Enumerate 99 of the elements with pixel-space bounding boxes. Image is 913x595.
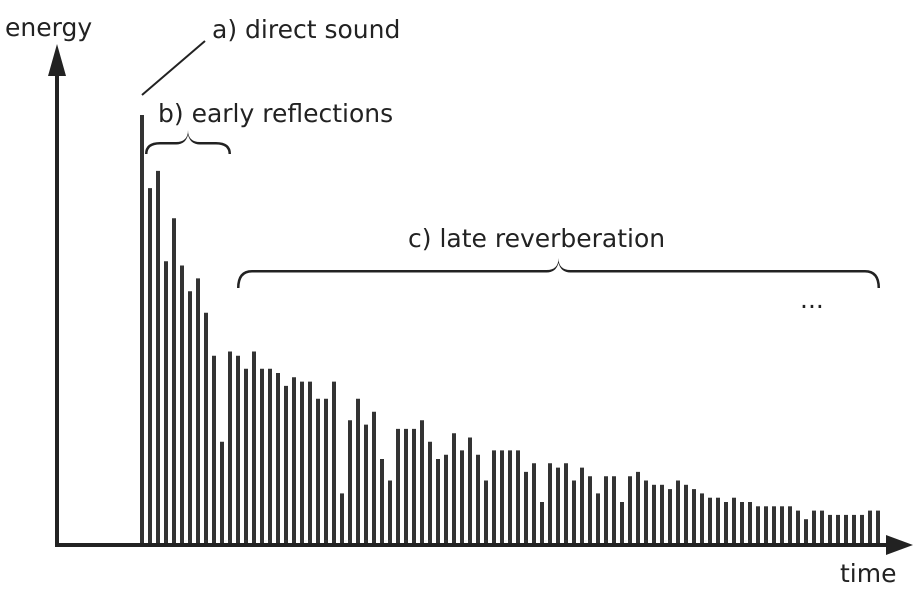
bar bbox=[828, 514, 832, 545]
bar bbox=[340, 493, 344, 545]
bar bbox=[572, 480, 576, 545]
bar bbox=[852, 514, 856, 545]
bar bbox=[660, 484, 664, 545]
bar bbox=[668, 489, 672, 545]
bar bbox=[876, 510, 880, 545]
bar bbox=[516, 450, 520, 545]
bar bbox=[420, 420, 424, 545]
bar bbox=[580, 468, 584, 545]
bar bbox=[484, 480, 488, 545]
bar bbox=[164, 261, 168, 545]
bar bbox=[348, 420, 352, 545]
bar bbox=[604, 476, 608, 545]
bar bbox=[276, 373, 280, 545]
bar bbox=[788, 506, 792, 545]
bar bbox=[180, 266, 184, 545]
bar bbox=[364, 424, 368, 545]
bar bbox=[612, 476, 616, 545]
bar bbox=[540, 502, 544, 545]
bar bbox=[812, 510, 816, 545]
bar bbox=[676, 480, 680, 545]
bar bbox=[404, 428, 408, 545]
bar bbox=[556, 468, 560, 545]
bar bbox=[396, 428, 400, 545]
bar bbox=[244, 368, 248, 545]
bar bbox=[292, 377, 296, 545]
bar bbox=[500, 450, 504, 545]
bar bbox=[324, 398, 328, 545]
bar bbox=[188, 291, 192, 545]
bar bbox=[588, 476, 592, 545]
bar bbox=[628, 476, 632, 545]
bar bbox=[644, 480, 648, 545]
bar bbox=[268, 368, 272, 545]
bar bbox=[836, 514, 840, 545]
bar bbox=[764, 506, 768, 545]
bar bbox=[548, 463, 552, 545]
bar bbox=[300, 382, 304, 545]
bar bbox=[772, 506, 776, 545]
bar bbox=[716, 498, 720, 545]
bar bbox=[844, 514, 848, 545]
bar bbox=[860, 514, 864, 545]
bar bbox=[356, 398, 360, 545]
bar bbox=[740, 502, 744, 545]
bar bbox=[260, 368, 264, 545]
bar bbox=[316, 398, 320, 545]
bar bbox=[388, 480, 392, 545]
bar bbox=[636, 472, 640, 545]
annotation: ... bbox=[800, 285, 824, 314]
x-axis-title: time bbox=[840, 559, 896, 588]
bar bbox=[460, 450, 464, 545]
bar bbox=[444, 454, 448, 545]
bar bbox=[748, 502, 752, 545]
bar bbox=[372, 412, 376, 545]
bar bbox=[156, 170, 160, 545]
bar bbox=[228, 352, 232, 545]
bar bbox=[780, 506, 784, 545]
bar bbox=[620, 502, 624, 545]
bar bbox=[796, 510, 800, 545]
bar bbox=[428, 442, 432, 545]
bar bbox=[564, 463, 568, 545]
bar bbox=[452, 433, 456, 545]
bar bbox=[140, 115, 144, 545]
bar bbox=[196, 278, 200, 545]
bar bbox=[476, 454, 480, 545]
bar bbox=[412, 428, 416, 545]
bar bbox=[380, 459, 384, 545]
bar bbox=[172, 218, 176, 545]
bar bbox=[148, 188, 152, 545]
bar bbox=[756, 506, 760, 545]
bar bbox=[508, 450, 512, 545]
bar bbox=[492, 450, 496, 545]
bar bbox=[468, 438, 472, 545]
annotation: c) late reverberation bbox=[408, 224, 666, 253]
bar bbox=[708, 498, 712, 545]
bar bbox=[284, 386, 288, 545]
bar bbox=[524, 472, 528, 545]
annotation: b) early reflections bbox=[158, 99, 394, 128]
bar bbox=[532, 463, 536, 545]
y-axis-title: energy bbox=[5, 13, 92, 42]
bar bbox=[436, 459, 440, 545]
bar bbox=[692, 489, 696, 545]
bar bbox=[732, 498, 736, 545]
bar bbox=[236, 356, 240, 545]
bar bbox=[868, 510, 872, 545]
bar bbox=[684, 484, 688, 545]
bar bbox=[252, 352, 256, 545]
bar bbox=[308, 382, 312, 545]
bar bbox=[212, 356, 216, 545]
bar bbox=[596, 493, 600, 545]
text: a) direct sound bbox=[212, 15, 400, 44]
bar bbox=[804, 519, 808, 545]
bar bbox=[820, 510, 824, 545]
bar bbox=[220, 442, 224, 545]
bar bbox=[724, 502, 728, 545]
bar bbox=[332, 382, 336, 545]
bar bbox=[204, 312, 208, 545]
bar bbox=[652, 484, 656, 545]
bar bbox=[700, 493, 704, 545]
